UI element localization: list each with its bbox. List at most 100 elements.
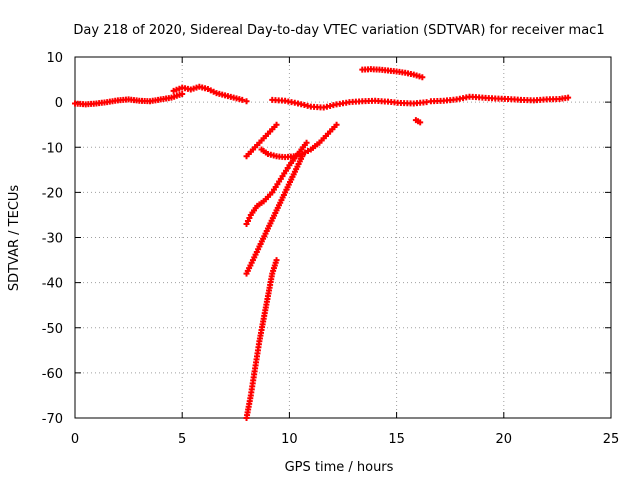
- data-point-trace: [133, 97, 140, 104]
- data-point-trace: [90, 100, 97, 107]
- x-tick-label: 5: [178, 432, 186, 447]
- data-point-trace: [236, 96, 243, 103]
- data-point-trace: [284, 165, 291, 172]
- data-point-trace: [276, 178, 283, 185]
- x-axis-label: GPS time / hours: [285, 460, 394, 475]
- y-tick-label: -10: [42, 141, 63, 156]
- data-point-trace: [267, 191, 274, 198]
- data-point-trace: [365, 66, 372, 73]
- x-tick-label: 20: [496, 432, 513, 447]
- data-point-trace: [301, 141, 308, 148]
- data-point-trace: [247, 395, 254, 402]
- data-point-trace: [165, 95, 172, 102]
- data-point-trace: [246, 214, 253, 221]
- data-point-trace: [227, 93, 234, 100]
- x-tick-label: 25: [603, 432, 620, 447]
- series-arc-deep: [243, 257, 280, 421]
- data-point-trace: [382, 67, 389, 74]
- data-point-trace: [289, 173, 296, 180]
- data-point-trace: [202, 85, 209, 92]
- data-point-trace: [144, 98, 151, 105]
- data-point-trace: [501, 95, 508, 102]
- data-point-trace: [264, 295, 271, 302]
- data-point-trace: [255, 246, 262, 253]
- data-point-trace: [291, 99, 298, 106]
- data-point-trace: [562, 95, 569, 102]
- data-point-trace: [270, 152, 277, 159]
- data-point-trace: [330, 102, 337, 109]
- y-tick-label: -60: [42, 367, 63, 382]
- data-point-trace: [271, 123, 278, 130]
- data-point-trace: [450, 96, 457, 103]
- y-tick-label: -50: [42, 322, 63, 337]
- data-point-trace: [279, 153, 286, 160]
- x-tick-label: 0: [71, 432, 79, 447]
- data-point: [243, 220, 250, 227]
- x-tick-label: 10: [281, 432, 298, 447]
- data-point-trace: [390, 68, 397, 75]
- data-point-trace: [317, 104, 324, 111]
- data-point-trace: [437, 97, 444, 104]
- data-point-trace: [514, 96, 521, 103]
- y-tick-label: 10: [46, 51, 63, 66]
- y-tick-label: -70: [42, 412, 63, 427]
- data-point-trace: [155, 96, 162, 103]
- data-point-trace: [80, 101, 87, 108]
- data-point-trace: [101, 99, 108, 106]
- data-point-trace: [262, 149, 269, 156]
- data-point-trace: [399, 69, 406, 76]
- data-point-trace: [293, 153, 300, 160]
- data-point-trace: [268, 273, 275, 280]
- data-point-trace: [260, 318, 267, 325]
- series-arc-short: [412, 117, 424, 126]
- data-point-trace: [112, 97, 119, 104]
- series-arc-bump: [170, 83, 250, 105]
- data-series: [72, 66, 572, 421]
- series-arc-baseline-2: [269, 96, 430, 111]
- data-point-trace: [251, 368, 258, 375]
- data-point-trace: [252, 205, 259, 212]
- data-point-trace: [176, 91, 183, 98]
- data-point-trace: [368, 97, 375, 104]
- data-point-trace: [280, 191, 287, 198]
- data-point-trace: [287, 153, 294, 160]
- data-point-trace: [416, 73, 423, 80]
- data-point-trace: [304, 148, 311, 155]
- data-point-trace: [420, 99, 427, 106]
- data-point-trace: [122, 96, 129, 103]
- data-point-trace: [331, 123, 338, 130]
- series-arc-baseline-3: [427, 93, 572, 105]
- series-arc-curve-38: [243, 153, 306, 277]
- data-point-trace: [415, 118, 422, 125]
- data-point-trace: [304, 102, 311, 109]
- y-tick-label: -20: [42, 186, 63, 201]
- data-point-trace: [176, 85, 183, 92]
- y-tick-label: 0: [55, 96, 63, 111]
- data-point-trace: [258, 199, 265, 206]
- chart-title: Day 218 of 2020, Sidereal Day-to-day VTE…: [73, 23, 604, 38]
- data-point: [243, 98, 250, 105]
- x-tick-label: 15: [388, 432, 405, 447]
- data-point-trace: [540, 96, 547, 103]
- data-point-trace: [314, 141, 321, 148]
- data-point-trace: [248, 259, 255, 266]
- y-tick-label: -40: [42, 277, 63, 292]
- data-point-trace: [322, 132, 329, 139]
- data-point-trace: [247, 148, 254, 155]
- data-point-trace: [263, 228, 270, 235]
- data-point-trace: [272, 210, 279, 217]
- data-point-trace: [553, 96, 560, 103]
- data-point-trace: [267, 128, 274, 135]
- series-arc-hook: [258, 121, 340, 161]
- data-point-trace: [463, 94, 470, 101]
- data-point-trace: [184, 85, 191, 92]
- data-point-trace: [210, 88, 217, 95]
- data-point-trace: [343, 99, 350, 106]
- series-arc-baseline-1: [72, 91, 186, 108]
- data-point-trace: [527, 97, 534, 104]
- data-point-trace: [272, 259, 279, 266]
- data-point-trace: [219, 91, 226, 98]
- data-point-trace: [407, 70, 414, 77]
- data-point-trace: [356, 98, 363, 105]
